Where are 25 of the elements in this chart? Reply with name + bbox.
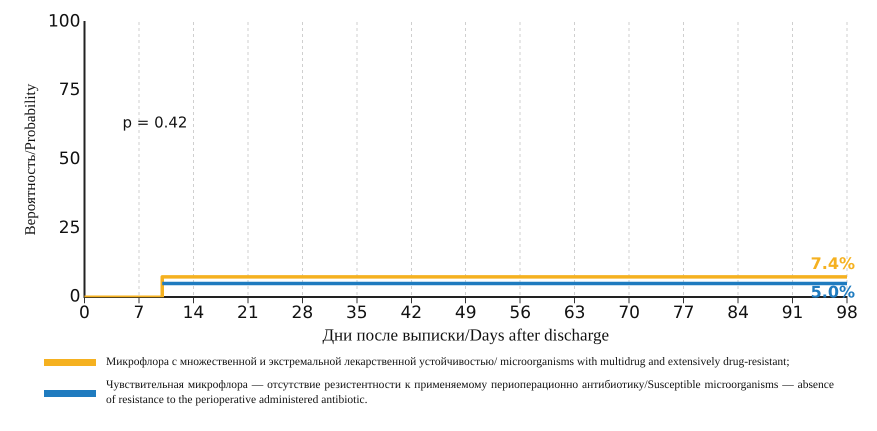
legend-label: Микрофлора с множественной и экстремальной лекарственной устойчивостью/ microorganisms with multidrug and extensively drug-resistant; [106, 355, 790, 370]
x-axis-title: Дни после выписки/Days after discharge [322, 325, 610, 344]
x-tick-label: 35 [346, 302, 368, 323]
x-tick-label: 84 [727, 302, 749, 323]
y-tick-label: 100 [48, 11, 80, 32]
x-tick-label: 63 [564, 302, 586, 323]
x-tick-label: 21 [237, 302, 259, 323]
data-label: 7.4% [810, 254, 855, 273]
x-tick-label: 98 [836, 302, 858, 323]
annotation: p = 0.42 [122, 114, 188, 132]
y-tick-label: 0 [70, 286, 80, 307]
x-tick-label: 49 [454, 302, 477, 323]
x-tick-label: 91 [782, 302, 804, 323]
y-tick-label: 75 [58, 80, 80, 100]
y-tick-label: 25 [58, 218, 80, 238]
y-tick-label: 50 [58, 149, 80, 170]
x-tick-label: 28 [292, 302, 314, 323]
x-tick-label: 7 [134, 302, 144, 323]
x-tick-label: 56 [509, 302, 532, 323]
x-tick-label: 70 [618, 302, 640, 323]
legend-label: Чувствительная микрофлора — отсутствие резистентности к применяемому периоперационно антибиотику/Susceptible microorganisms — absence of resistance to the perioperative administered antibiotic. [106, 378, 834, 408]
x-tick-label: 77 [672, 302, 694, 323]
x-tick-label: 42 [400, 302, 422, 323]
x-tick-label: 14 [182, 302, 204, 323]
y-axis-title: Вероятность/Probability [22, 83, 39, 236]
